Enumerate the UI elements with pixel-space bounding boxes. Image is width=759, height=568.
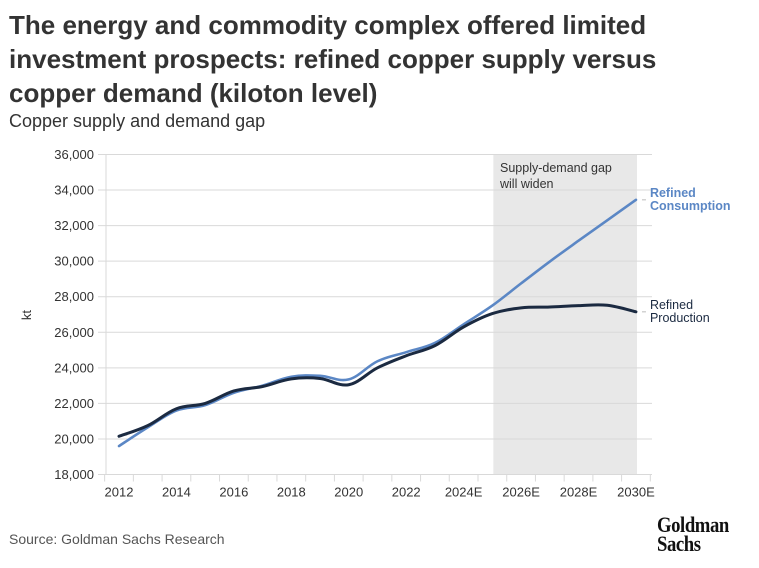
logo-line1: Goldman [657, 512, 729, 537]
axes: 18,000 20,000 22,000 24,000 26,000 28,000 30,0… [54, 147, 655, 500]
x-tick-label: 2030E [617, 485, 655, 500]
gridlines [98, 154, 652, 475]
y-tick-label: 30,000 [54, 254, 94, 269]
x-tick-label: 2026E [502, 485, 540, 500]
y-tick-label: 34,000 [54, 183, 94, 198]
series-label-refined-production-line2: Production [650, 311, 710, 325]
series-line-refined-production [117, 303, 638, 438]
x-tick-label: 2014 [162, 485, 191, 500]
x-tick-label: 2018 [277, 485, 306, 500]
y-tick-label: 20,000 [54, 431, 94, 446]
page-title: The energy and commodity complex offered… [9, 10, 657, 108]
y-tick-label: 32,000 [54, 218, 94, 233]
shaded-annotation-line1: Supply-demand gap [500, 161, 612, 175]
shaded-annotation-line2: will widen [499, 177, 554, 191]
x-tick-label: 2022 [392, 485, 421, 500]
y-tick-label: 36,000 [54, 147, 94, 162]
x-tick-label: 2024E [445, 485, 483, 500]
series-lines [117, 198, 638, 448]
chart-subtitle: Copper supply and demand gap [9, 111, 266, 131]
y-tick-label: 26,000 [54, 325, 94, 340]
x-tick-label: 2012 [105, 485, 134, 500]
y-tick-label: 22,000 [54, 396, 94, 411]
series-label-refined-production-line1: Refined [650, 298, 693, 312]
series-line-refined-consumption [117, 198, 638, 448]
logo-line2: Sachs [657, 531, 701, 556]
y-tick-label: 24,000 [54, 360, 94, 375]
forecast-shaded-region [493, 154, 637, 475]
y-tick-label: 28,000 [54, 289, 94, 304]
goldman-sachs-logo: Goldman Sachs [657, 512, 729, 556]
y-axis-label: kt [19, 310, 34, 321]
x-tick-label: 2020 [334, 485, 363, 500]
source-note: Source: Goldman Sachs Research [9, 531, 225, 547]
x-tick-label: 2028E [560, 485, 598, 500]
y-tick-label: 18,000 [54, 467, 94, 482]
series-label-refined-consumption-line1: Refined [650, 186, 696, 200]
forecast-shaded-region-layer [493, 154, 637, 475]
annotations: Supply-demand gap will widen [499, 161, 612, 191]
x-tick-label: 2016 [219, 485, 248, 500]
series-label-refined-consumption-line2: Consumption [650, 199, 731, 213]
